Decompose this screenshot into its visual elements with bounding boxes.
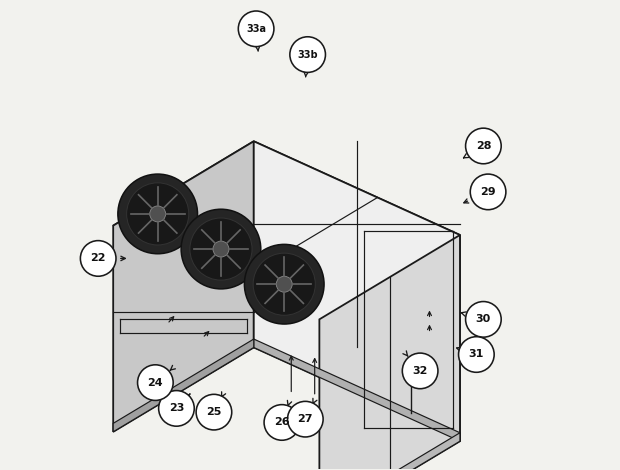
Text: 28: 28 (476, 141, 491, 151)
Circle shape (159, 391, 194, 426)
Text: 26: 26 (274, 417, 290, 427)
Circle shape (244, 244, 324, 324)
Circle shape (277, 276, 292, 292)
Text: 27: 27 (298, 414, 313, 424)
Circle shape (118, 174, 198, 254)
Circle shape (253, 253, 316, 315)
Circle shape (213, 241, 229, 257)
Polygon shape (113, 141, 254, 432)
Circle shape (81, 241, 116, 276)
Circle shape (264, 405, 299, 440)
Circle shape (126, 183, 188, 245)
Circle shape (402, 353, 438, 389)
Polygon shape (319, 235, 460, 470)
Circle shape (196, 394, 232, 430)
Circle shape (466, 302, 501, 337)
Text: 31: 31 (469, 350, 484, 360)
Text: 32: 32 (412, 366, 428, 376)
Text: 33a: 33a (246, 24, 266, 34)
Circle shape (238, 11, 274, 47)
Text: 33b: 33b (298, 49, 318, 60)
Text: 30: 30 (476, 314, 491, 324)
Circle shape (181, 209, 261, 289)
Text: 23: 23 (169, 403, 184, 414)
Text: 24: 24 (148, 377, 163, 388)
Text: 22: 22 (91, 253, 106, 263)
Circle shape (290, 37, 326, 72)
Polygon shape (113, 339, 254, 432)
Circle shape (138, 365, 173, 400)
Circle shape (466, 128, 501, 164)
Polygon shape (319, 433, 460, 470)
Polygon shape (113, 141, 460, 319)
Circle shape (459, 337, 494, 372)
Circle shape (190, 218, 252, 280)
Polygon shape (254, 141, 460, 441)
Text: eReplacementParts.com: eReplacementParts.com (238, 210, 382, 223)
Circle shape (150, 206, 166, 222)
Circle shape (288, 401, 323, 437)
Text: 29: 29 (480, 187, 496, 197)
Polygon shape (254, 339, 460, 441)
Text: 25: 25 (206, 407, 221, 417)
Circle shape (470, 174, 506, 210)
